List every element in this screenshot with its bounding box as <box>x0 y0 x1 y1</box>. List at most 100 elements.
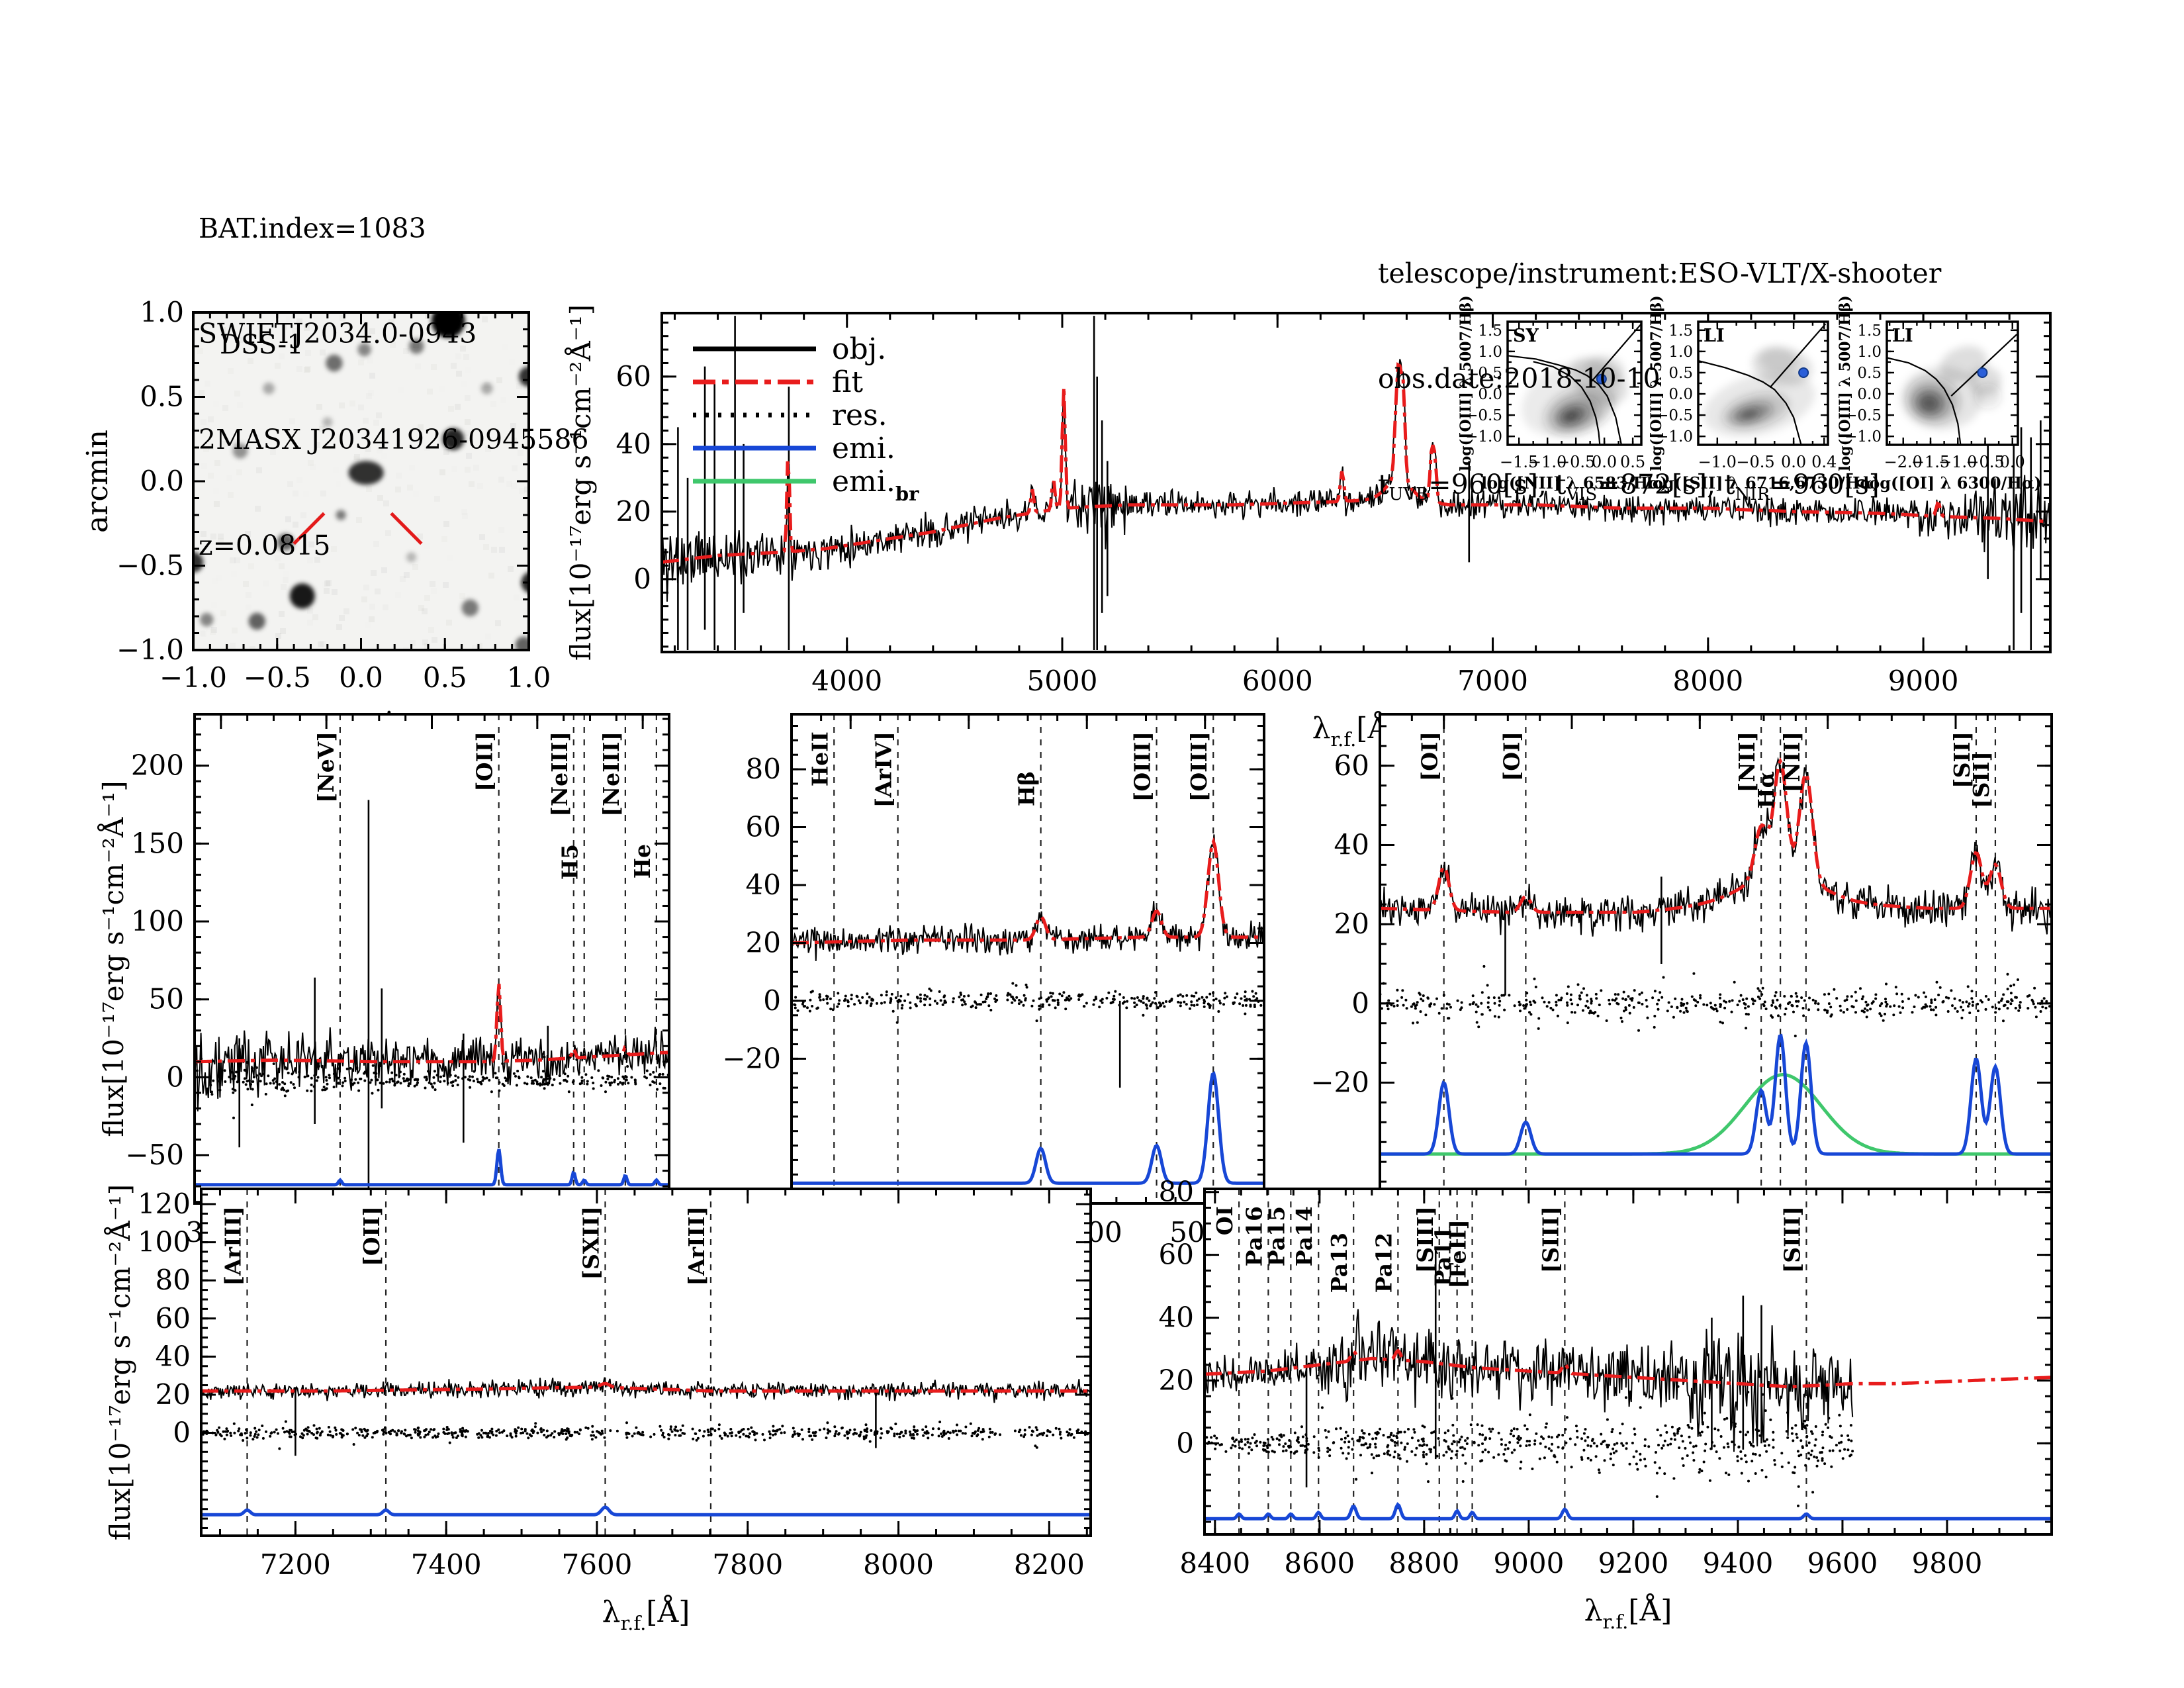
svg-text:7200: 7200 <box>260 1548 331 1581</box>
svg-text:0.5: 0.5 <box>1857 365 1882 382</box>
svg-text:0.5: 0.5 <box>423 661 467 694</box>
svg-text:[OII]: [OII] <box>359 1206 385 1266</box>
svg-text:H5: H5 <box>557 844 583 880</box>
svg-text:0.4: 0.4 <box>1811 453 1837 471</box>
svg-text:[OI]: [OI] <box>1498 731 1524 781</box>
bpt-sii-class-label: LI <box>1704 326 1725 346</box>
svg-text:λr.f.[Å]: λr.f.[Å] <box>602 1594 690 1634</box>
svg-text:8000: 8000 <box>1672 665 1743 697</box>
svg-text:−0.5: −0.5 <box>1844 407 1882 424</box>
svg-text:0.0: 0.0 <box>1857 386 1882 403</box>
svg-text:res.: res. <box>832 399 887 432</box>
svg-text:−0.5: −0.5 <box>1656 407 1693 424</box>
svg-text:log([OIII] λ 5007/Hβ): log([OIII] λ 5007/Hβ) <box>1837 295 1854 471</box>
svg-text:0.5: 0.5 <box>1478 365 1502 382</box>
svg-text:8800: 8800 <box>1388 1547 1459 1579</box>
obs-date: obs.date:2018-10-10 <box>1378 363 1661 395</box>
svg-text:−1.0: −1.0 <box>1844 428 1882 445</box>
svg-text:−20: −20 <box>1310 1066 1369 1098</box>
svg-text:Hβ: Hβ <box>1014 771 1040 806</box>
svg-text:8200: 8200 <box>1014 1548 1085 1581</box>
svg-text:OI: OI <box>1212 1206 1238 1235</box>
svg-text:[OI]: [OI] <box>1417 731 1443 781</box>
svg-text:20: 20 <box>1334 908 1369 940</box>
dss-survey-label: DSS-1 <box>220 330 304 360</box>
svg-text:60: 60 <box>746 811 781 843</box>
svg-text:log([SII] λ 6716,6730/Hα): log([SII] λ 6716,6730/Hα) <box>1647 473 1880 492</box>
star-blob <box>406 552 417 563</box>
svg-text:9200: 9200 <box>1598 1547 1668 1579</box>
svg-text:7000: 7000 <box>1457 665 1528 697</box>
svg-text:60: 60 <box>156 1302 191 1335</box>
star-blob <box>193 552 204 573</box>
svg-text:40: 40 <box>1334 828 1369 861</box>
svg-text:−20: −20 <box>722 1042 781 1074</box>
svg-text:Pa11: Pa11 <box>1430 1226 1456 1286</box>
svg-text:0: 0 <box>1176 1427 1194 1459</box>
star-blob <box>289 583 315 609</box>
svg-text:[SII]: [SII] <box>1949 731 1975 788</box>
svg-text:7600: 7600 <box>562 1548 633 1581</box>
svg-text:8400: 8400 <box>1179 1547 1250 1579</box>
bpt-oi-data-point <box>1977 367 1988 378</box>
star-blob <box>336 510 346 520</box>
target-marker <box>293 512 326 545</box>
svg-text:log([NII] λ 6583/Hα): log([NII] λ 6583/Hα) <box>1481 473 1668 492</box>
zoom-nir-panel: 8400 8600 8800 9000 9200 9400 9600 9800 0 20 40 60 8… <box>1159 1176 2053 1633</box>
svg-text:1.0: 1.0 <box>507 661 551 694</box>
svg-text:9600: 9600 <box>1807 1547 1878 1579</box>
bpt-nii-class-label: SY <box>1513 326 1539 346</box>
star-blob <box>442 428 465 450</box>
svg-text:8600: 8600 <box>1284 1547 1355 1579</box>
svg-text:100: 100 <box>138 1226 191 1258</box>
svg-text:0.5: 0.5 <box>140 381 184 413</box>
svg-text:200: 200 <box>131 749 184 782</box>
svg-text:[OIII]: [OIII] <box>1130 731 1156 802</box>
svg-text:1.0: 1.0 <box>140 296 184 328</box>
svg-text:λr.f.[Å]: λr.f.[Å] <box>1584 1593 1672 1633</box>
star-blob <box>232 443 248 459</box>
svg-text:−1.0: −1.0 <box>116 633 184 666</box>
star-blob <box>348 461 384 485</box>
svg-text:8000: 8000 <box>863 1548 934 1581</box>
svg-text:[ArIII]: [ArIII] <box>220 1206 246 1286</box>
svg-text:40: 40 <box>616 428 651 460</box>
svg-text:flux[10⁻¹⁷erg s⁻¹cm⁻²Å⁻¹]: flux[10⁻¹⁷erg s⁻¹cm⁻²Å⁻¹] <box>97 780 130 1137</box>
svg-text:[NeIII]: [NeIII] <box>547 731 572 817</box>
svg-text:−0.5: −0.5 <box>1966 453 2004 471</box>
svg-text:9400: 9400 <box>1702 1547 1773 1579</box>
svg-text:log([OI] λ 6300/Hα): log([OI] λ 6300/Hα) <box>1863 473 2042 492</box>
svg-text:60: 60 <box>1334 749 1369 782</box>
svg-text:40: 40 <box>156 1340 191 1372</box>
svg-text:Pa13: Pa13 <box>1326 1233 1352 1293</box>
svg-text:[OII]: [OII] <box>472 731 498 792</box>
zoom-red-panel: 7200 7400 7600 7800 8000 8200 0 20 40 60 80 100 120 λ… <box>103 1184 1092 1634</box>
svg-text:−1.0: −1.0 <box>1656 428 1693 445</box>
svg-text:100: 100 <box>131 905 184 937</box>
svg-text:[SIII]: [SIII] <box>1537 1206 1563 1273</box>
counterpart-name: 2MASX J20341926-0945586 <box>199 424 589 456</box>
svg-text:9000: 9000 <box>1493 1547 1564 1579</box>
swift-name: SWIFTJ2034.0-0943 <box>199 318 477 350</box>
svg-text:emi.: emi. <box>832 432 895 465</box>
svg-text:1.5: 1.5 <box>1857 322 1882 340</box>
svg-text:He: He <box>629 844 655 878</box>
svg-text:0: 0 <box>1351 987 1369 1019</box>
svg-text:0: 0 <box>763 984 781 1017</box>
star-blob <box>518 366 529 387</box>
svg-text:1.0: 1.0 <box>1478 344 1502 361</box>
svg-text:obj.: obj. <box>832 332 886 366</box>
svg-text:60: 60 <box>1159 1239 1194 1271</box>
svg-text:Pa15: Pa15 <box>1263 1206 1289 1266</box>
observation-info-block: telescope/instrument:ESO-VLT/X-shooter o… <box>1378 185 1941 577</box>
svg-text:[NII]: [NII] <box>1779 731 1805 792</box>
svg-text:150: 150 <box>131 827 184 859</box>
svg-text:[FeII]: [FeII] <box>1445 1219 1471 1289</box>
svg-text:−1.0: −1.0 <box>1528 453 1567 471</box>
svg-text:80: 80 <box>1159 1176 1194 1208</box>
svg-text:[NeV]: [NeV] <box>313 731 339 803</box>
svg-text:40: 40 <box>746 868 781 901</box>
svg-text:1.5: 1.5 <box>1478 322 1502 340</box>
